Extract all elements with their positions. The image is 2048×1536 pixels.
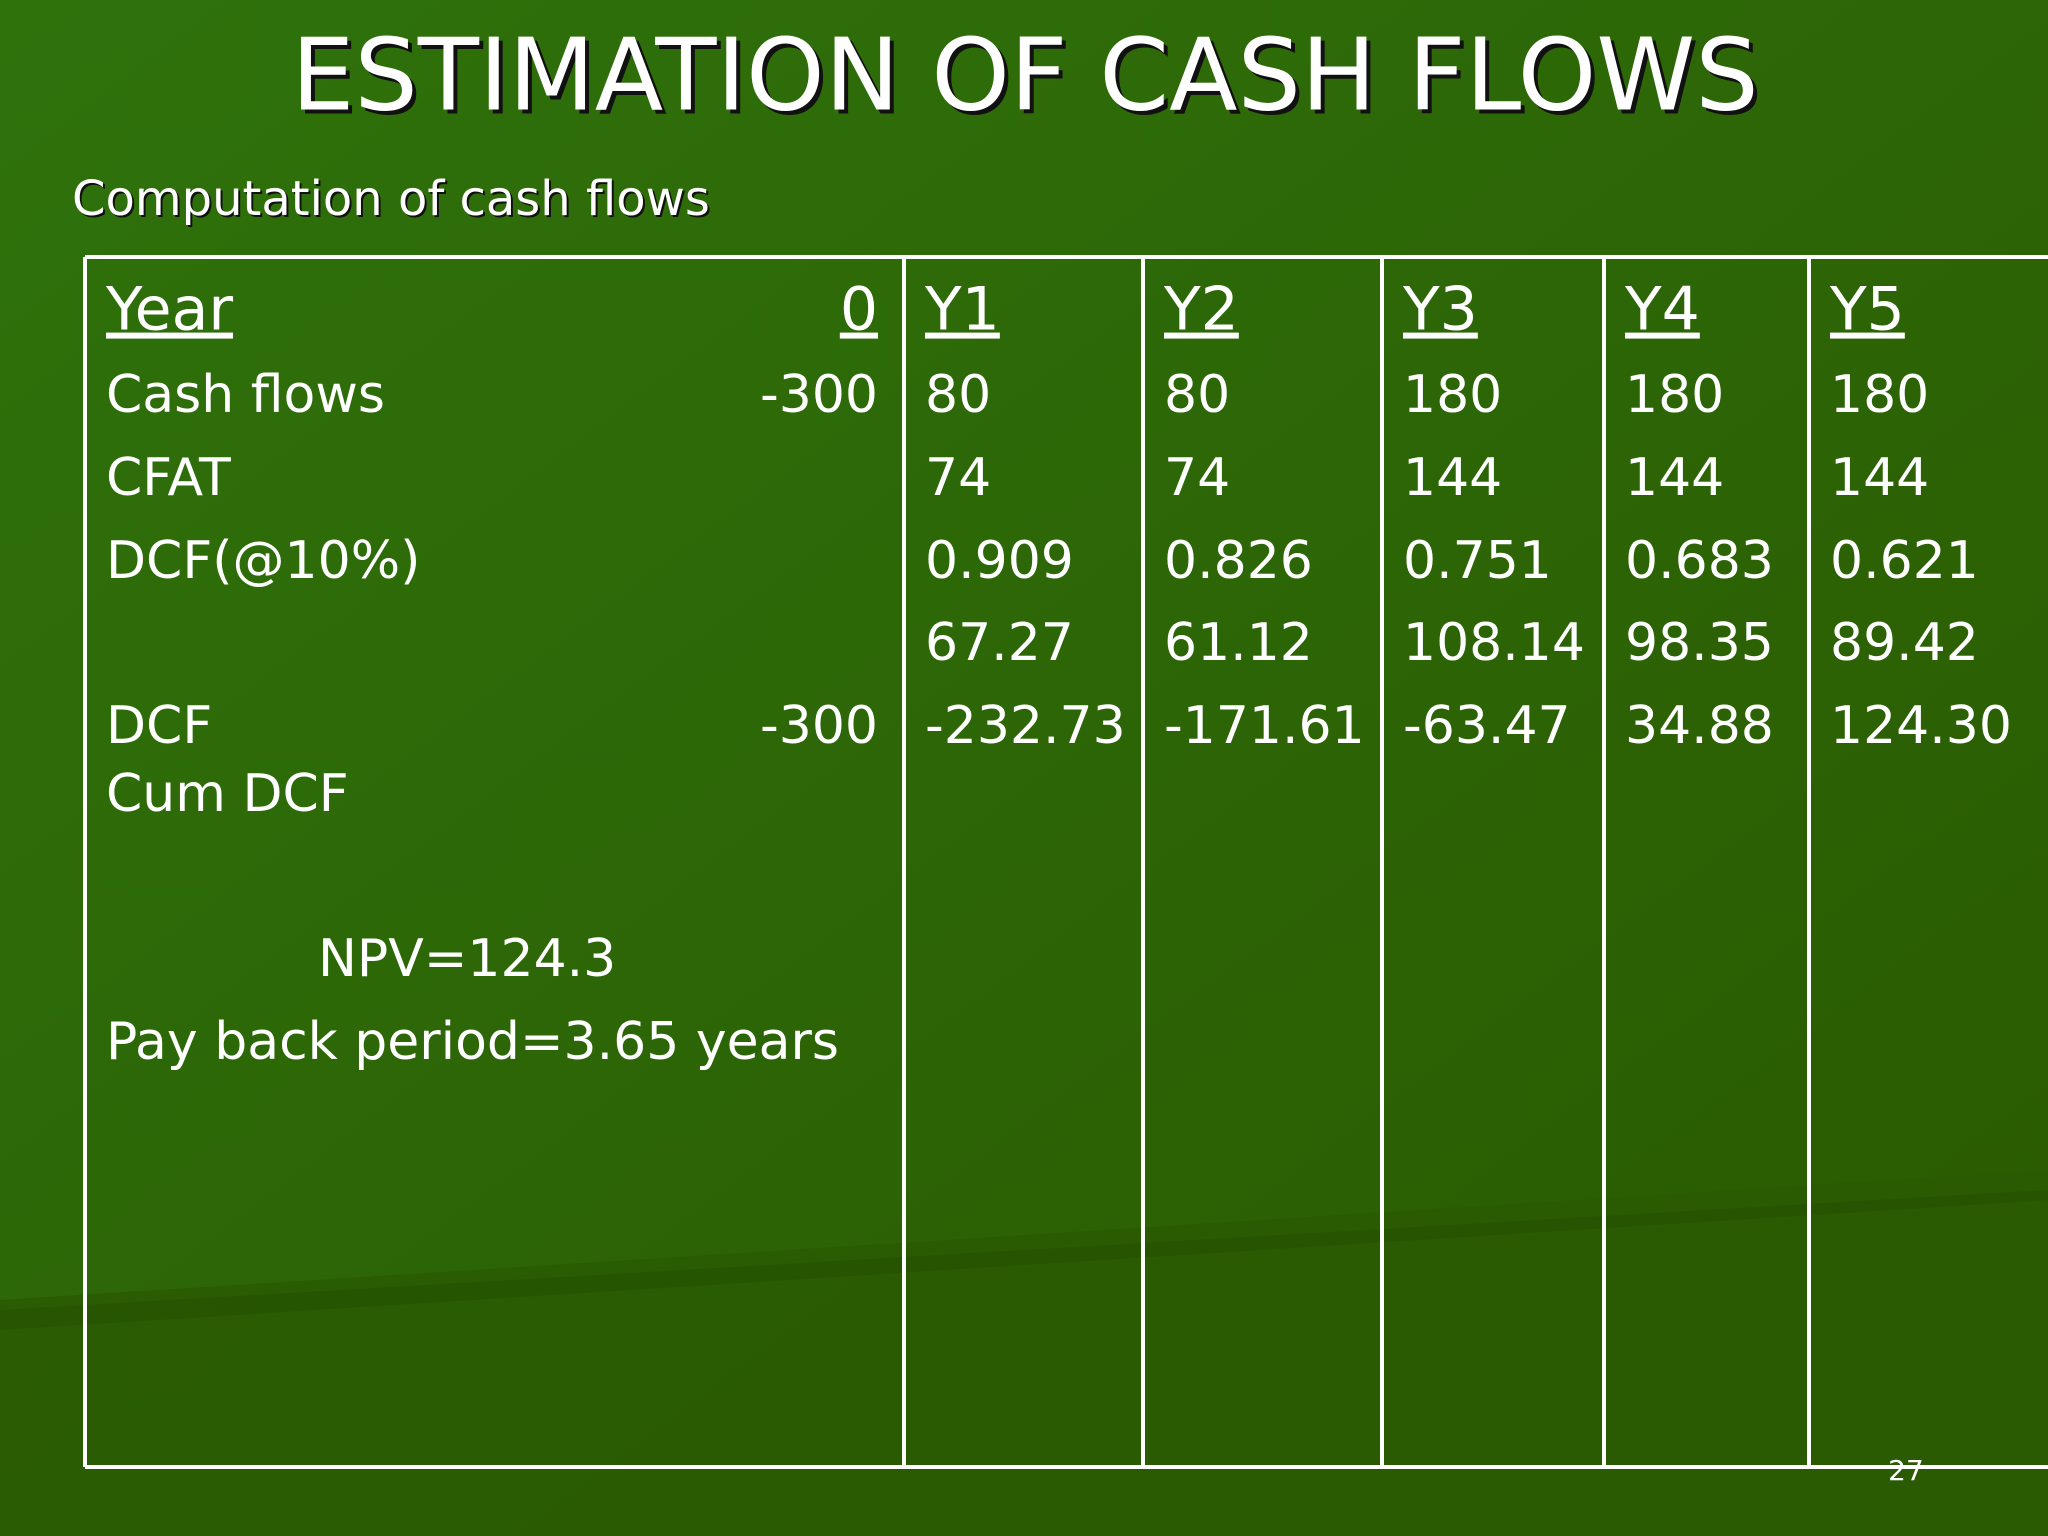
row-label: DCF	[106, 696, 212, 756]
table-cell: 0.909	[925, 531, 1074, 591]
table-cell: 80	[925, 365, 991, 425]
table-cell: 34.88	[1625, 696, 1774, 756]
header-cell: 0	[840, 275, 878, 345]
table-cell: 144	[1625, 448, 1724, 508]
table-cell: 0.751	[1403, 531, 1552, 591]
table-cell: -232.73	[925, 696, 1126, 756]
table-cell: 98.35	[1625, 613, 1774, 673]
table-frame	[83, 255, 2048, 1469]
table-cell: -300	[760, 365, 878, 425]
note: NPV=124.3	[318, 929, 616, 989]
header-cell: Y4	[1624, 275, 1700, 345]
row-label: DCF(@10%)	[106, 531, 420, 591]
table-cell: 0.683	[1625, 531, 1774, 591]
subtitle: Computation of cash flows	[72, 171, 710, 227]
header-cell: Y3	[1402, 275, 1478, 345]
header-cell: Year	[105, 275, 233, 345]
table-cell: -300	[760, 696, 878, 756]
row-label: Cum DCF	[106, 764, 349, 824]
header-cell: Y5	[1829, 275, 1905, 345]
header-cell: Y1	[924, 275, 1000, 345]
page-number: 27	[1888, 1454, 1924, 1487]
table-cell: 144	[1830, 448, 1929, 508]
table-cell: -63.47	[1403, 696, 1571, 756]
header-cell: Y2	[1163, 275, 1239, 345]
row-label: Cash flows	[106, 365, 385, 425]
table-cell: 74	[925, 448, 991, 508]
row-label: CFAT	[106, 448, 231, 508]
table-cell: 61.12	[1164, 613, 1313, 673]
table-cell: 0.621	[1830, 531, 1979, 591]
background-band-edge	[0, 1190, 2048, 1330]
background-band	[0, 1170, 2048, 1536]
table-cell: 144	[1403, 448, 1502, 508]
table-cell: 89.42	[1830, 613, 1979, 673]
table-cell: 180	[1625, 365, 1724, 425]
title: ESTIMATION OF CASH FLOWS	[291, 16, 1758, 133]
note: Pay back period=3.65 years	[106, 1012, 839, 1072]
table-cell: 80	[1164, 365, 1230, 425]
table-cell: 180	[1830, 365, 1929, 425]
table-cell: 108.14	[1403, 613, 1585, 673]
table-cell: 67.27	[925, 613, 1074, 673]
table-cell: -171.61	[1164, 696, 1365, 756]
table-cell: 124.30	[1830, 696, 2012, 756]
table-cell: 0.826	[1164, 531, 1313, 591]
table-cell: 74	[1164, 448, 1230, 508]
table-cell: 180	[1403, 365, 1502, 425]
